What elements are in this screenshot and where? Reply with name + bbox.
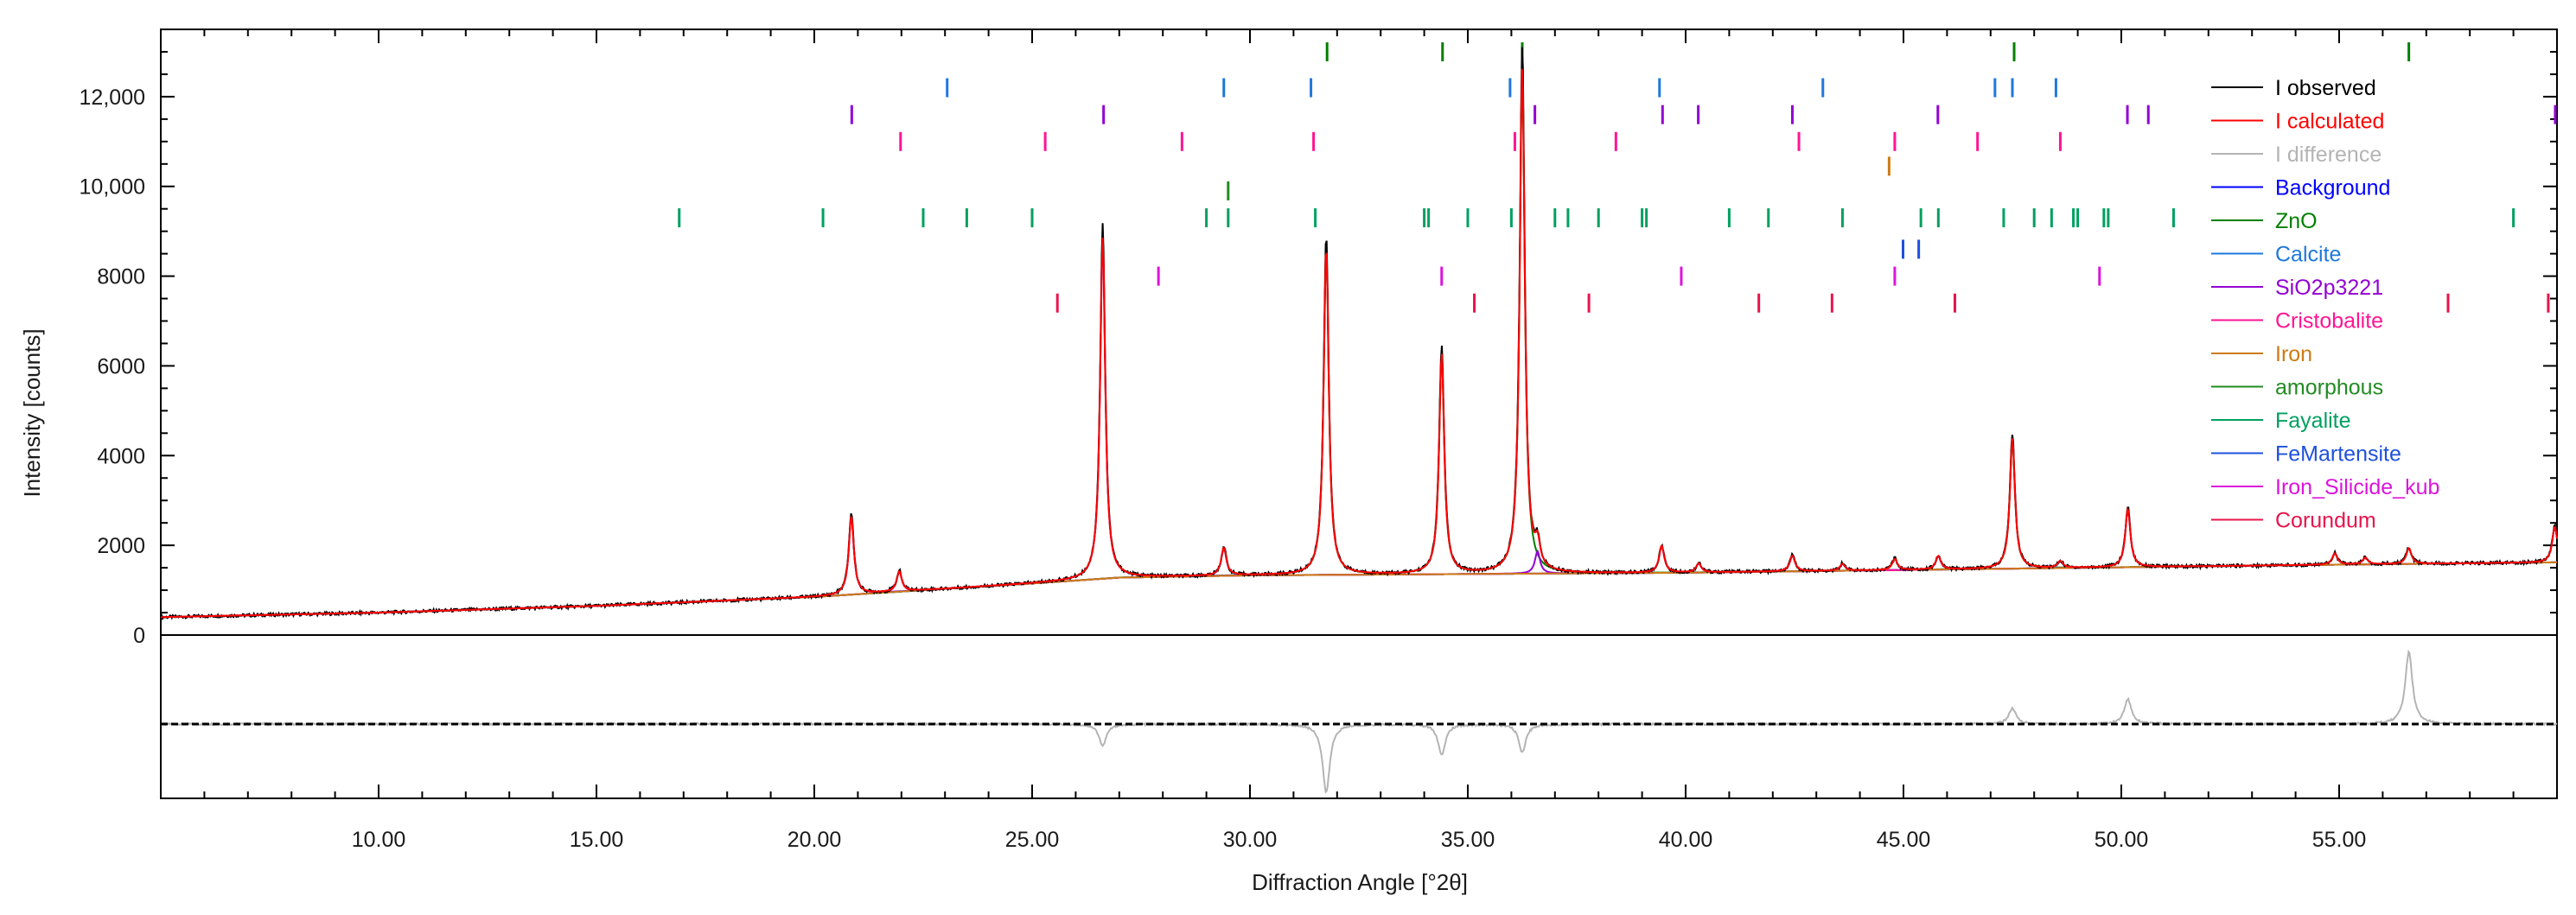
- x-tick-label: 15.00: [570, 828, 624, 852]
- x-tick-label: 40.00: [1659, 828, 1713, 852]
- legend-label: I observed: [2275, 76, 2376, 100]
- phase-curves: [161, 69, 2558, 619]
- y-tick-label: 8000: [97, 265, 145, 289]
- x-tick-label: 25.00: [1005, 828, 1060, 852]
- legend-label: Iron_Silicide_kub: [2275, 475, 2439, 499]
- y-axis-label: Intensity [counts]: [19, 328, 45, 497]
- legend-label: SiO2p3221: [2275, 276, 2383, 300]
- y-tick-label: 0: [133, 624, 145, 648]
- calculated-curve: [161, 68, 2558, 619]
- legend-label: Iron: [2275, 342, 2312, 366]
- x-axis-label: Diffraction Angle [°2θ]: [1252, 869, 1468, 895]
- phase-curve: [161, 69, 2557, 619]
- y-tick-label: 12,000: [80, 86, 145, 110]
- legend-label: Corundum: [2275, 509, 2376, 533]
- x-tick-label: 50.00: [2095, 828, 2149, 852]
- legend-label: Cristobalite: [2275, 309, 2383, 334]
- legend-label: I difference: [2275, 143, 2382, 167]
- legend-label: Fayalite: [2275, 409, 2351, 433]
- x-tick-label: 30.00: [1223, 828, 1278, 852]
- y-tick-label: 10,000: [80, 175, 145, 200]
- legend-label: FeMartensite: [2275, 442, 2401, 467]
- phase-curve: [161, 238, 2558, 619]
- legend-label: ZnO: [2275, 209, 2318, 233]
- x-tick-label: 10.00: [352, 828, 406, 852]
- difference-panel: [160, 649, 2558, 794]
- x-tick-label: 35.00: [1441, 828, 1495, 852]
- y-tick-label: 2000: [97, 534, 145, 558]
- legend-label: amorphous: [2275, 376, 2383, 400]
- x-tick-label: 20.00: [787, 828, 842, 852]
- x-tick-label: 55.00: [2312, 828, 2367, 852]
- difference-curve: [160, 649, 2558, 794]
- plot-frame: [160, 29, 2558, 799]
- x-tick-label: 45.00: [1877, 828, 1931, 852]
- legend: I observed I calculated I difference Backgr…: [2211, 76, 2439, 533]
- plot-border: [160, 29, 2558, 799]
- legend-label: Background: [2275, 176, 2390, 200]
- observed-curve: [160, 47, 2558, 621]
- phase-curve: [161, 547, 2557, 619]
- main-curves: [160, 47, 2558, 621]
- legend-label: Calcite: [2275, 243, 2341, 267]
- y-tick-label: 4000: [97, 444, 145, 468]
- reflection-markers: [678, 41, 2557, 313]
- axis-ticks: [161, 29, 2557, 798]
- y-tick-label: 6000: [97, 354, 145, 378]
- axis-tick-labels: 10.00 15.00 20.00 25.00 30.00 35.00 40.00 45.00…: [80, 86, 2367, 852]
- legend-label: I calculated: [2275, 110, 2384, 134]
